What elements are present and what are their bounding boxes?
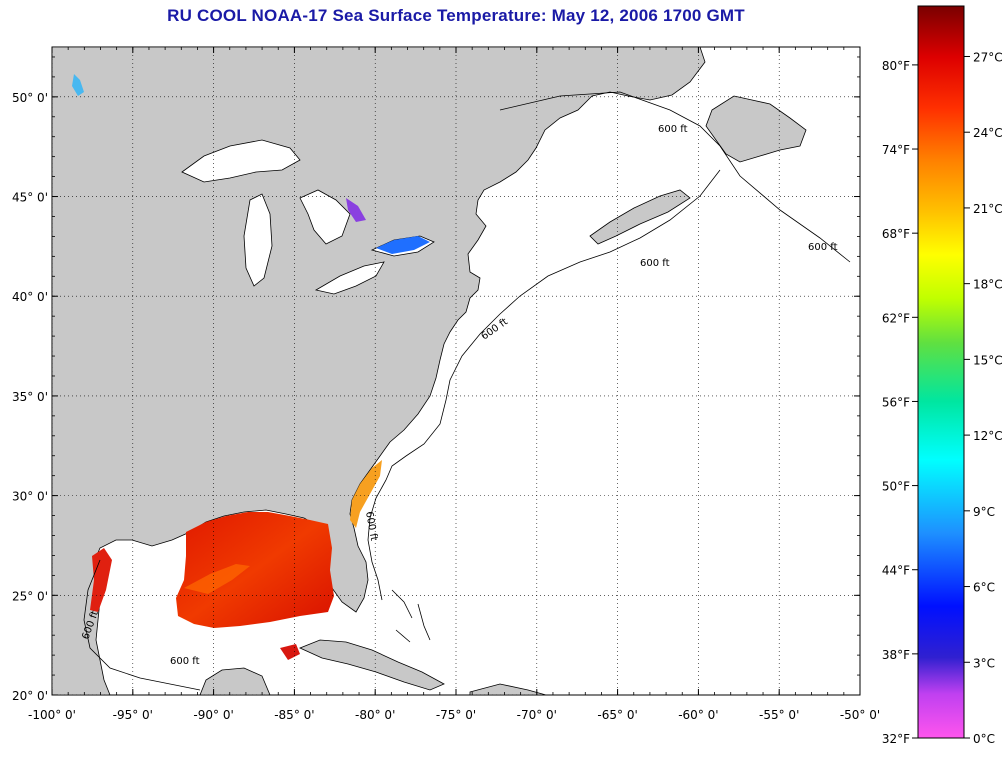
- lat-tick-label: 35° 0': [12, 390, 48, 404]
- map-title: RU COOL NOAA-17 Sea Surface Temperature:…: [167, 6, 745, 25]
- lon-tick-label: -75° 0': [436, 708, 476, 722]
- lake-huron-sst: [346, 198, 366, 222]
- isobath-label: 600 ft: [170, 656, 200, 667]
- colorbar-f-label: 62°F: [882, 311, 910, 325]
- yucatan: [199, 667, 271, 695]
- colorbar-f-label: 74°F: [882, 143, 910, 157]
- colorbar-c-label: 6°C: [973, 581, 995, 595]
- colorbar-f-label: 68°F: [882, 227, 910, 241]
- lon-tick-label: -50° 0': [840, 708, 880, 722]
- lon-tick-label: -60° 0': [678, 708, 718, 722]
- colorbar-f-label: 38°F: [882, 648, 910, 662]
- lat-tick-label: 20° 0': [12, 689, 48, 703]
- lat-tick-label: 50° 0': [12, 91, 48, 105]
- lat-tick-label: 45° 0': [12, 191, 48, 205]
- grid-lines: [52, 47, 860, 695]
- colorbar-c-label: 21°C: [973, 202, 1003, 216]
- isobath-label: 600 ft: [808, 242, 838, 253]
- lon-tick-label: -95° 0': [113, 708, 153, 722]
- colorbar-f-label: 44°F: [882, 564, 910, 578]
- lake-winnipeg-sst: [72, 74, 84, 96]
- lat-tick-label: 40° 0': [12, 290, 48, 304]
- colorbar-c-label: 12°C: [973, 429, 1003, 443]
- lon-tick-label: -65° 0': [597, 708, 637, 722]
- colorbar-f-label: 50°F: [882, 480, 910, 494]
- isobath-label: 600 ft: [363, 511, 379, 542]
- lake-ontario-sst: [376, 236, 430, 254]
- cuba: [298, 639, 445, 691]
- lat-tick-label: 30° 0': [12, 490, 48, 504]
- nova-scotia: [589, 189, 691, 245]
- colorbar-c-label: 0°C: [973, 732, 995, 746]
- map-layers: 600 ft 600 ft 600 ft 600 ft 600 ft 600 f…: [52, 47, 860, 695]
- colorbar-c-label: 3°C: [973, 656, 995, 670]
- colorbar-f-label: 80°F: [882, 59, 910, 73]
- colorbar-ticks: 80°F 74°F 68°F 62°F 56°F 50°F 44°F 38°F 32°F 27°C…: [882, 50, 1003, 746]
- southeast-coast-sst: [350, 460, 382, 528]
- lon-tick-label: -100° 0': [28, 708, 76, 722]
- map-axes: -100° 0' -95° 0' -90° 0' -85° 0' -80° 0' -75°…: [12, 47, 880, 722]
- colorbar-c-label: 18°C: [973, 278, 1003, 292]
- colorbar: [917, 5, 965, 739]
- cuba-coast-sst: [280, 644, 300, 660]
- gulf-warm-streak: [184, 564, 250, 594]
- lon-tick-label: -85° 0': [274, 708, 314, 722]
- colorbar-c-label: 24°C: [973, 126, 1003, 140]
- newfoundland: [705, 95, 807, 163]
- lon-tick-label: -55° 0': [759, 708, 799, 722]
- lon-tick-label: -80° 0': [355, 708, 395, 722]
- colorbar-c-label: 15°C: [973, 353, 1003, 367]
- isobath-600ft: [83, 91, 851, 691]
- colorbar-f-label: 56°F: [882, 395, 910, 409]
- lat-tick-label: 25° 0': [12, 589, 48, 603]
- colorbar-c-label: 9°C: [973, 505, 995, 519]
- gulf-sst-patch: [176, 512, 334, 628]
- lon-tick-label: -90° 0': [193, 708, 233, 722]
- texas-coast-sst: [90, 548, 112, 612]
- lon-tick-label: -70° 0': [517, 708, 557, 722]
- isobath-label: 600 ft: [658, 124, 688, 135]
- colorbar-f-label: 32°F: [882, 732, 910, 746]
- colorbar-c-label: 27°C: [973, 50, 1003, 64]
- land-mass: [52, 47, 706, 695]
- isobath-label: 600 ft: [640, 258, 670, 269]
- bahamas: [391, 589, 431, 643]
- great-lakes: [181, 139, 435, 295]
